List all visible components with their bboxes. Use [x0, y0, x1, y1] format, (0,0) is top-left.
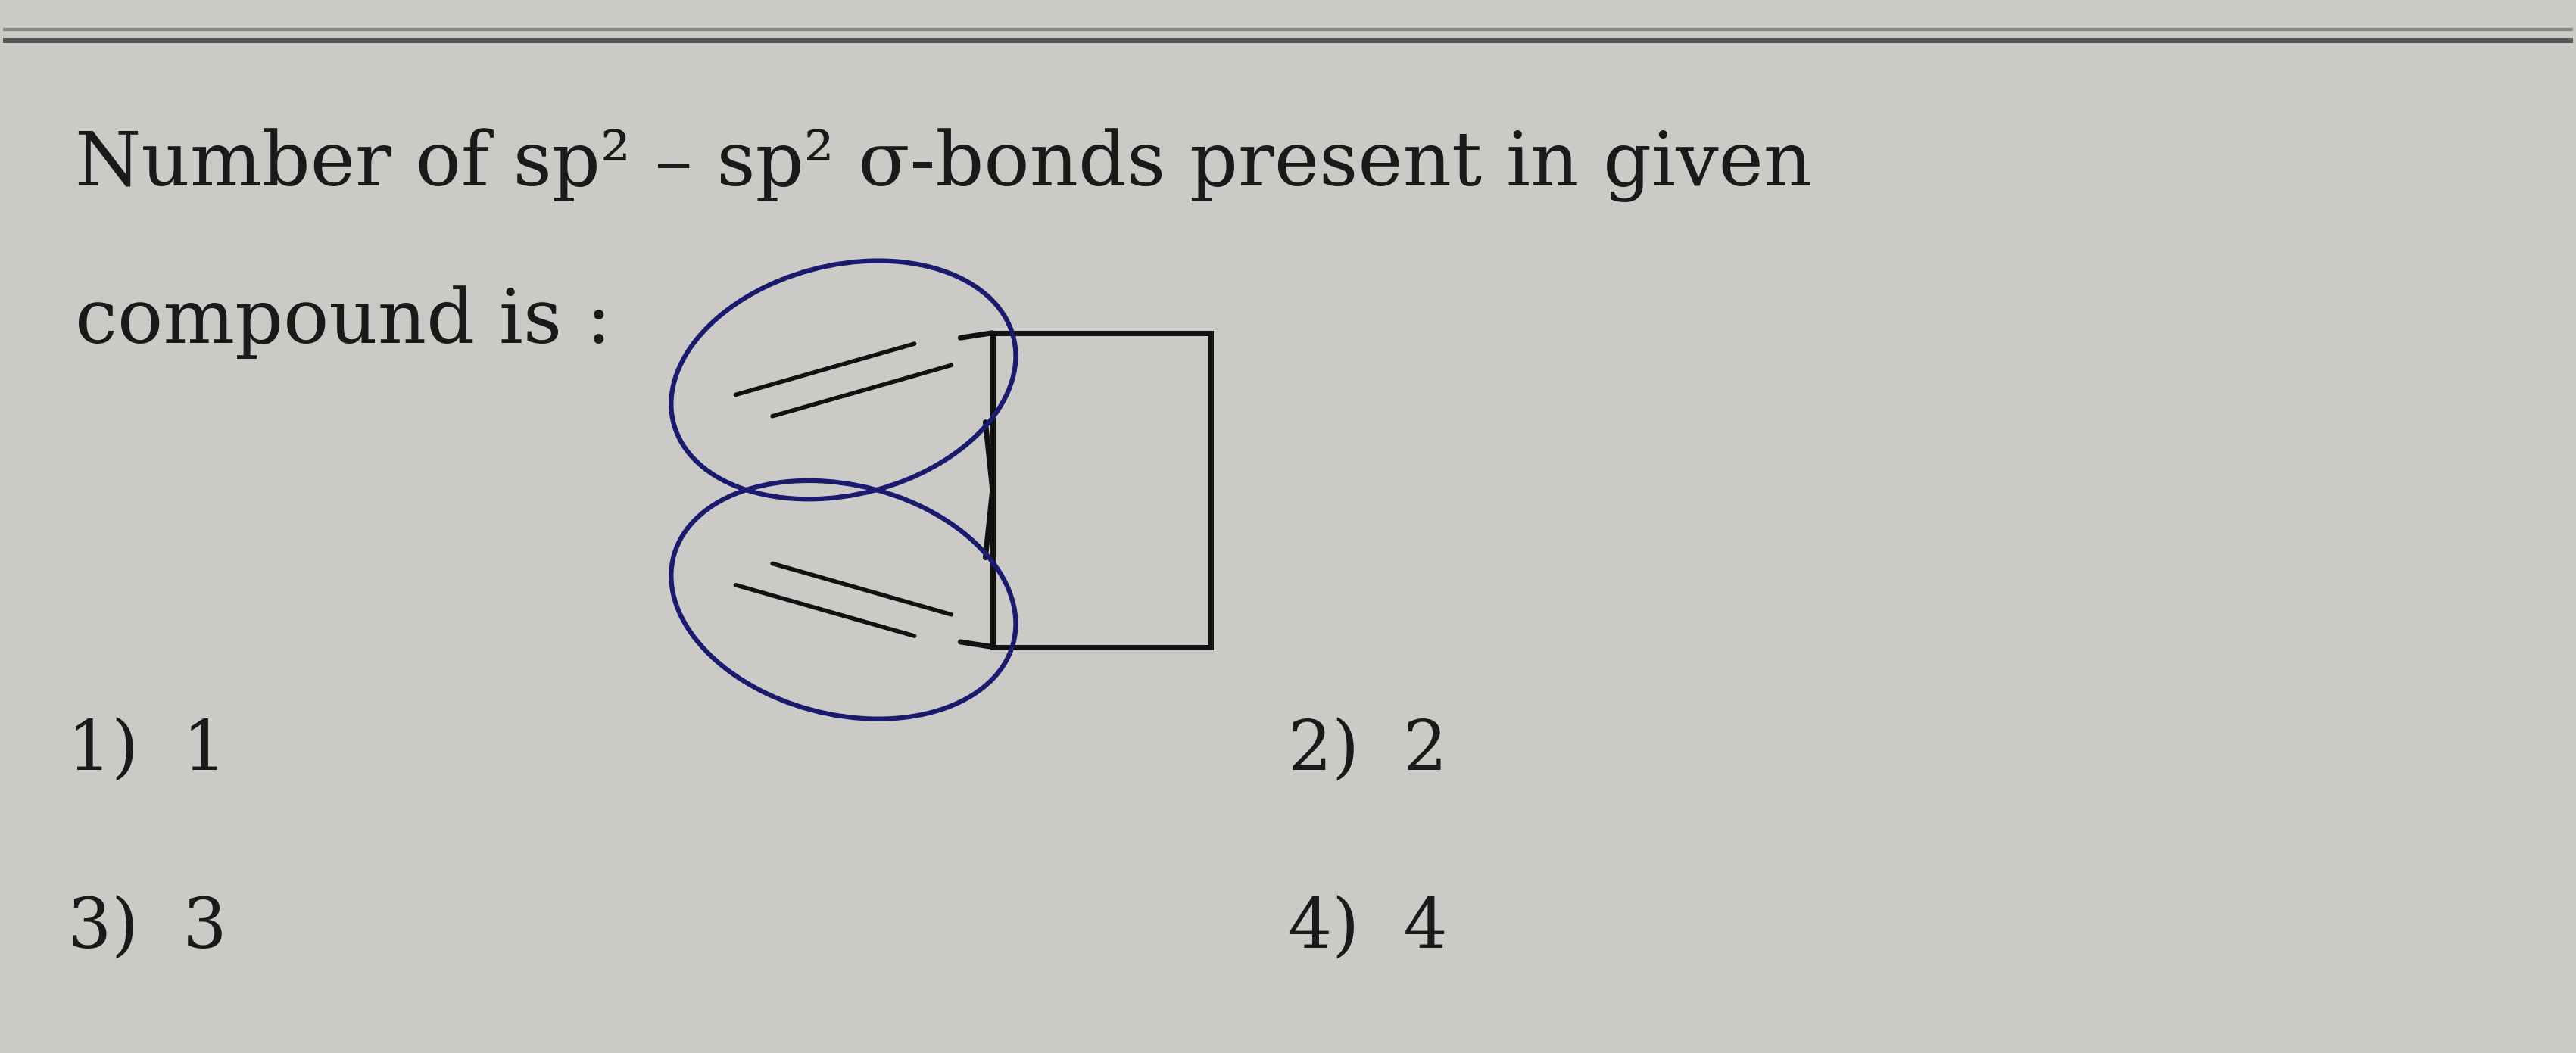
Text: 1)  1: 1) 1 — [67, 718, 227, 786]
Text: Number of sp² – sp² σ-bonds present in given: Number of sp² – sp² σ-bonds present in g… — [75, 128, 1814, 202]
Text: compound is :: compound is : — [75, 285, 611, 359]
Text: 3)  3: 3) 3 — [67, 896, 227, 962]
Text: 4)  4: 4) 4 — [1288, 896, 1448, 962]
Text: 2)  2: 2) 2 — [1288, 718, 1448, 786]
